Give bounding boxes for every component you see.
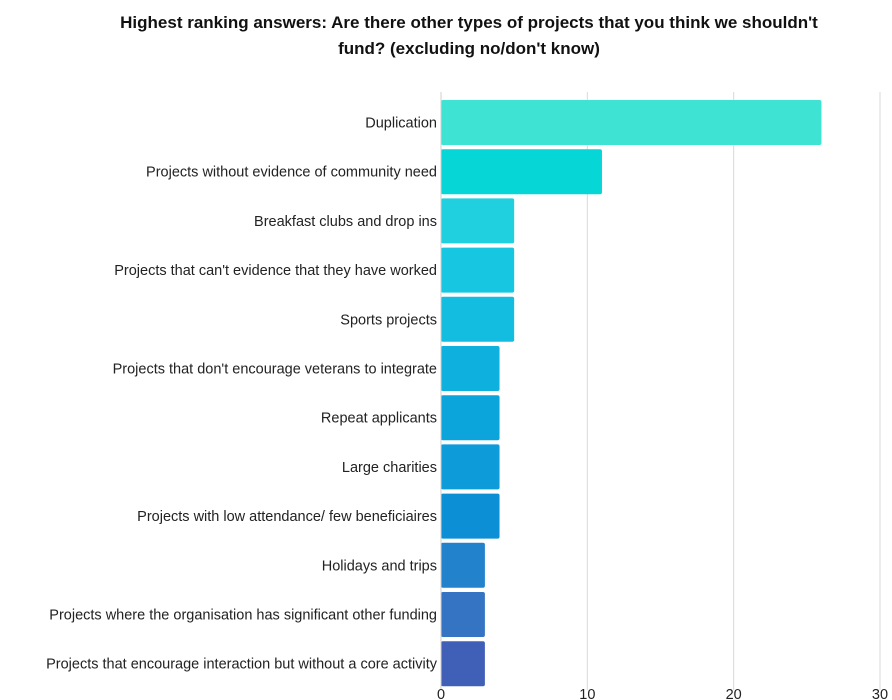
- category-label: Projects where the organisation has sign…: [49, 608, 437, 624]
- bar: [441, 641, 485, 687]
- bar: [441, 542, 485, 588]
- bar: [441, 444, 500, 490]
- category-label: Projects that don't encourage veterans t…: [113, 362, 437, 378]
- bar: [441, 395, 500, 441]
- category-label: Duplication: [365, 116, 437, 132]
- category-label: Projects with low attendance/ few benefi…: [137, 509, 437, 525]
- x-tick-label: 10: [579, 687, 595, 700]
- x-tick-label: 20: [726, 687, 742, 700]
- category-label: Projects without evidence of community n…: [146, 165, 437, 181]
- x-tick-label: 30: [872, 687, 888, 700]
- bar: [441, 100, 822, 145]
- bar: [441, 198, 515, 244]
- category-label: Sports projects: [340, 312, 437, 328]
- bar: [441, 296, 515, 342]
- category-label: Holidays and trips: [322, 558, 437, 574]
- category-label: Projects that can't evidence that they h…: [114, 263, 437, 279]
- category-label: Projects that encourage interaction but …: [46, 657, 438, 673]
- chart-title: Highest ranking answers: Are there other…: [120, 13, 818, 58]
- bar: [441, 592, 485, 637]
- category-label: Repeat applicants: [321, 411, 437, 427]
- category-label: Breakfast clubs and drop ins: [254, 214, 437, 230]
- category-label: Large charities: [342, 460, 437, 476]
- x-tick-label: 0: [437, 687, 445, 700]
- bar: [441, 247, 515, 293]
- bar: [441, 493, 500, 539]
- bar: [441, 346, 500, 391]
- bar: [441, 149, 602, 195]
